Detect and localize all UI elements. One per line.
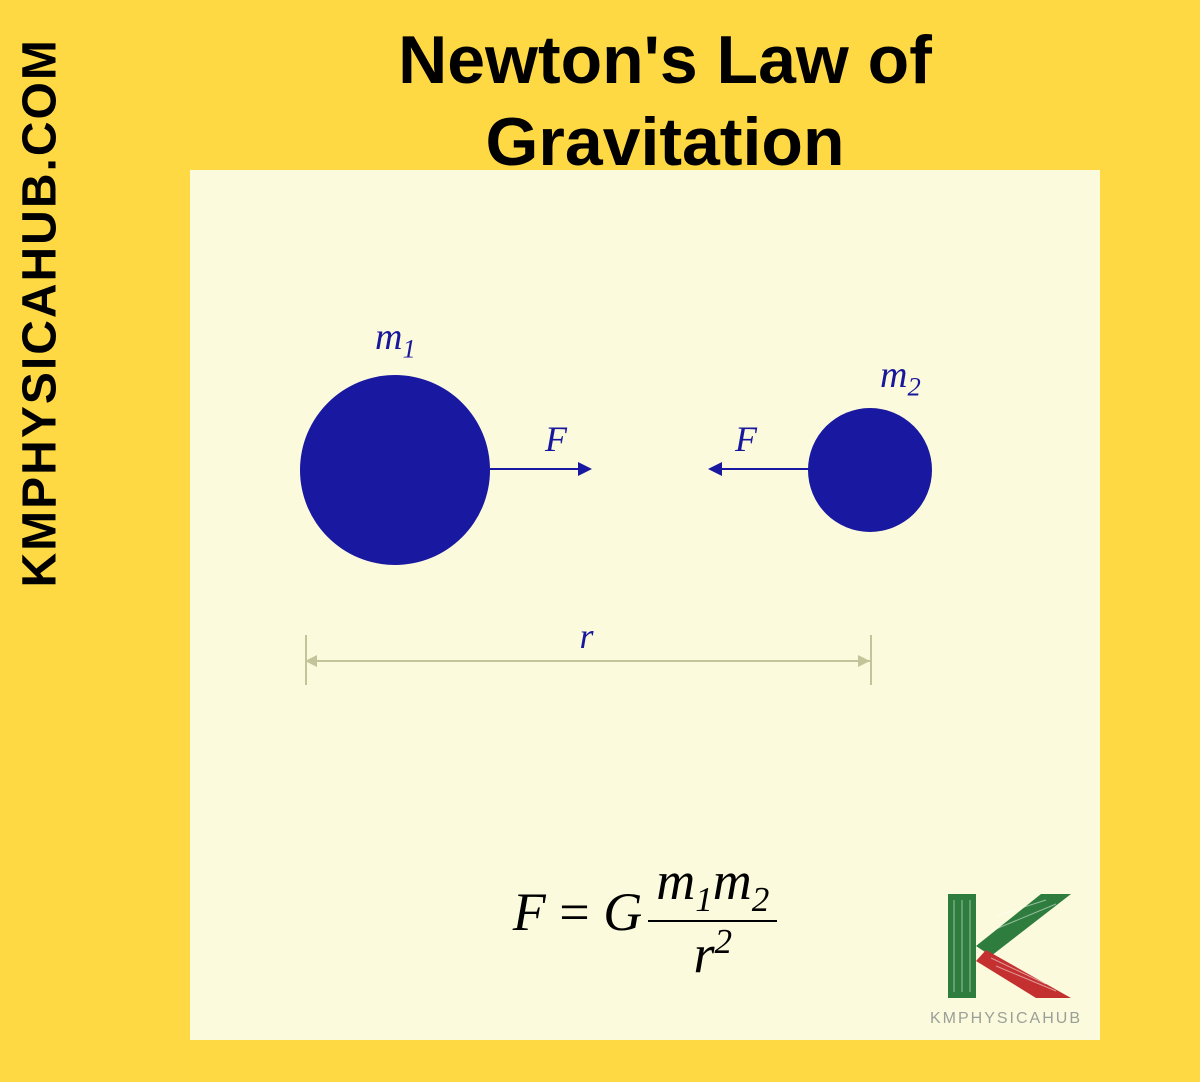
mass-2-label-m: m [880, 354, 907, 396]
force-label-right: F [735, 418, 757, 460]
force-label-left: F [545, 418, 567, 460]
formula-exp: 2 [714, 922, 732, 961]
formula-sub1: 1 [695, 880, 713, 919]
distance-label: r [580, 615, 594, 657]
mass-1-label-m: m [375, 316, 402, 358]
mass-2-label: m2 [880, 353, 921, 403]
force-arrow-left-icon [710, 468, 810, 470]
distance-arrowhead-right-icon [858, 655, 870, 667]
mass-1-circle [300, 375, 490, 565]
force-arrow-right-icon [490, 468, 590, 470]
formula-m2: m [713, 851, 752, 911]
title-line1: Newton's Law of [398, 22, 932, 98]
mass-1-label: m1 [375, 315, 416, 365]
mass-1-label-sub: 1 [402, 334, 415, 364]
formula-numerator: m1m2 [648, 850, 777, 922]
formula-fraction: m1m2r2 [648, 850, 777, 985]
sidebar-url: KMPHYSICAHUB.COM [13, 38, 68, 587]
mass-2-circle [808, 408, 932, 532]
infographic-root: Newton's Law of Gravitation KMPHYSICAHUB… [0, 0, 1200, 1082]
formula-r: r [693, 924, 714, 984]
brand-logo: KMPHYSICAHUB [930, 886, 1082, 1028]
mass-2-label-sub: 2 [907, 372, 920, 402]
distance-tick-right [870, 635, 872, 685]
title-line2: Gravitation [486, 104, 845, 180]
formula-G: G [603, 882, 642, 942]
distance-line [305, 660, 870, 662]
formula-eq: = [546, 882, 603, 942]
diagram-panel: m1 m2 F F r F = Gm1m2r2 [190, 170, 1100, 1040]
gravitation-diagram: m1 m2 F F r [190, 340, 1100, 740]
formula-denominator: r2 [648, 922, 777, 985]
logo-k-icon [936, 886, 1076, 1006]
formula-m1: m [656, 851, 695, 911]
formula-sub2: 2 [752, 880, 770, 919]
main-title: Newton's Law of Gravitation [190, 20, 1140, 183]
distance-arrowhead-left-icon [305, 655, 317, 667]
formula-F: F [513, 882, 546, 942]
logo-text: KMPHYSICAHUB [930, 1010, 1082, 1028]
